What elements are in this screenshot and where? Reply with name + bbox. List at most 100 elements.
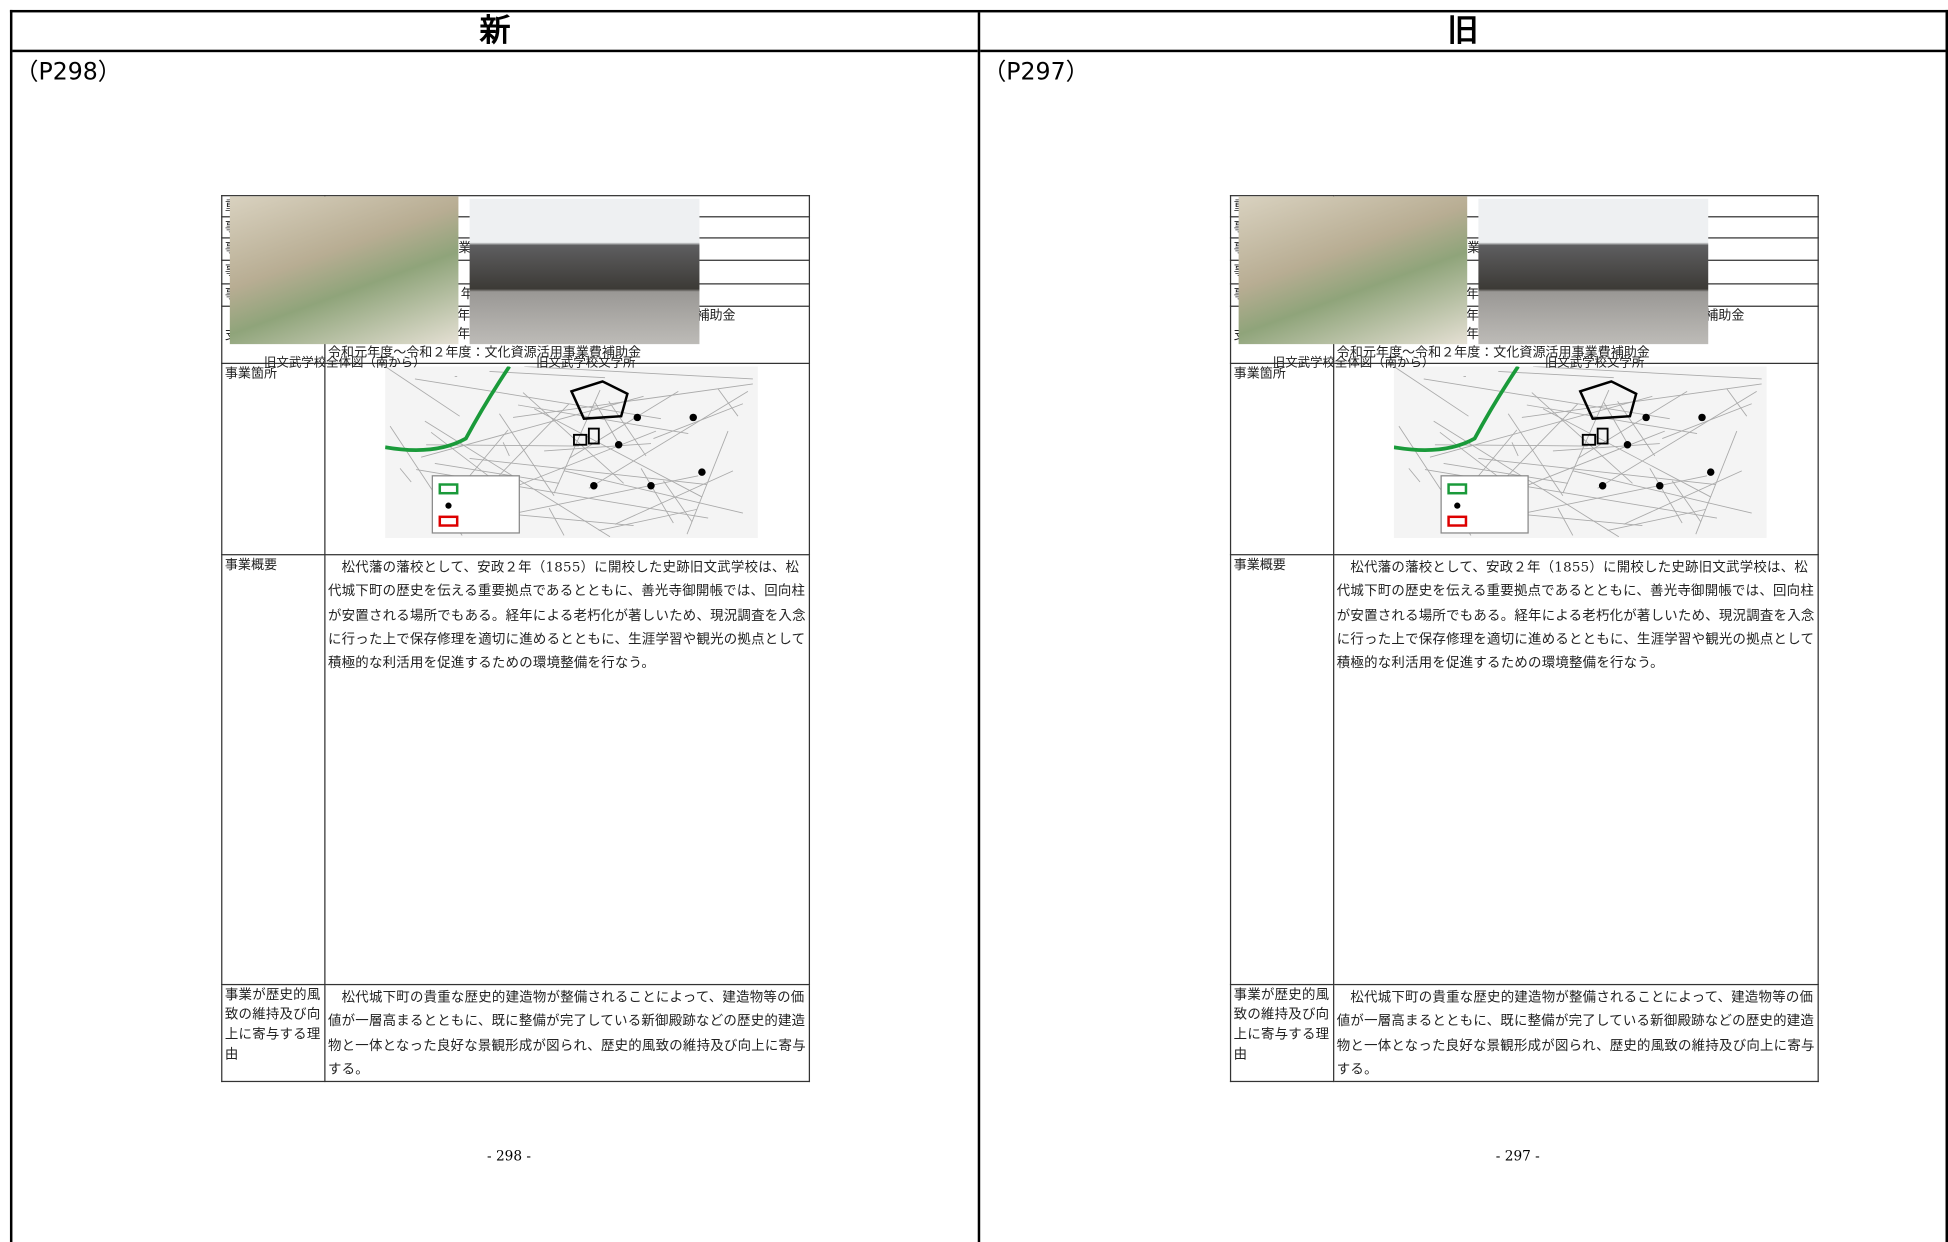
project-table: 重点区域名称松代・若穂川田地区事業番号MK7事業名旧文武学校保存整備事業事業主体…	[221, 195, 811, 1083]
map-street	[686, 430, 729, 535]
map-street	[1521, 383, 1762, 418]
map-street	[1511, 442, 1519, 457]
value-text: 松代城下町の貴重な歴史的建造物が整備されることによって、建造物等の価値が一層高ま…	[1336, 988, 1815, 1077]
row-label: 事業が歴史的風致の維持及び向上に寄与する理由	[221, 983, 326, 1083]
row-label: 事業が歴史的風致の維持及び向上に寄与する理由	[1229, 983, 1335, 1083]
map-street	[385, 366, 460, 417]
site-marker	[1596, 427, 1609, 445]
map-street	[1533, 366, 1762, 380]
row-label: 事業箇所	[221, 362, 326, 556]
photo-caption: 旧文武学校全体図（南から）	[1272, 355, 1435, 370]
map-street	[421, 395, 644, 458]
map-street	[1603, 402, 1628, 444]
project-table: 重点区域名称松代・若穂川田地区事業番号MK7事業名旧文武学校保存整備事業事業主体…	[1229, 195, 1819, 1083]
map-street	[1597, 390, 1757, 489]
school-photo	[468, 198, 699, 344]
map-street	[568, 390, 679, 459]
map-street	[502, 442, 510, 457]
value-text: 松代藩の藩校として、安政２年（1855）に開校した史跡旧文武学校は、松代城下町の…	[327, 559, 806, 672]
map-street	[1526, 404, 1698, 435]
map-street	[1552, 443, 1660, 452]
map-boundary	[385, 366, 511, 452]
row-label: 事業概要	[1229, 554, 1335, 986]
location-map	[1393, 366, 1767, 538]
map-street	[598, 508, 698, 531]
map-street	[489, 371, 606, 379]
map-street	[544, 443, 652, 452]
map-street	[414, 378, 661, 420]
map-dot	[647, 482, 655, 490]
map-street	[1507, 413, 1564, 496]
site-marker	[1581, 433, 1597, 446]
map-dot	[1598, 482, 1607, 490]
map-street	[469, 457, 707, 485]
map-dot	[689, 413, 697, 422]
map-street	[608, 401, 647, 457]
map-dot	[698, 468, 706, 476]
legend-dot	[1454, 502, 1461, 509]
map-street	[653, 403, 744, 439]
map-street	[548, 507, 565, 536]
row-value: 松代藩の藩校として、安政２年（1855）に開校した史跡旧文武学校は、松代城下町の…	[229, 195, 811, 986]
castle-outline	[1578, 380, 1638, 420]
legend-red	[1447, 515, 1468, 527]
map-street	[1408, 468, 1421, 483]
map-street	[1695, 430, 1738, 535]
row-value: 松代城下町の貴重な歴史的建造物が整備されることによって、建造物等の価値が一層高ま…	[1333, 983, 1819, 1083]
map-street	[1617, 401, 1656, 457]
castle-outline	[569, 380, 629, 420]
table-row: 事業箇所	[1229, 362, 1819, 556]
value-text: 松代藩の藩校として、安政２年（1855）に開校した史跡旧文武学校は、松代城下町の…	[1336, 559, 1815, 672]
map-street	[1429, 395, 1653, 458]
map-street	[434, 462, 560, 484]
page-number: - 298 -	[487, 1147, 532, 1165]
photo-caption: 旧文武学校文学所	[536, 355, 636, 370]
map-street	[1607, 508, 1706, 531]
school-illustration	[1238, 195, 1467, 344]
map-street	[594, 402, 620, 444]
row-value	[324, 362, 811, 556]
map-street	[1623, 470, 1742, 525]
map-street	[513, 383, 753, 418]
page-ref: （P298）	[14, 58, 122, 86]
map-street	[499, 413, 555, 496]
site-marker	[573, 433, 588, 446]
legend-red	[438, 515, 459, 527]
table-row: 事業概要 松代藩の藩校として、安政２年（1855）に開校した史跡旧文武学校は、松…	[1229, 195, 1819, 986]
page-number: - 297 -	[1495, 1147, 1540, 1165]
map-street	[1726, 388, 1748, 417]
row-label: 事業概要	[221, 554, 326, 986]
map-street	[553, 389, 601, 494]
map-street	[1562, 389, 1610, 494]
school-illustration	[229, 195, 458, 344]
value-line: 令和元年度～令和２年度：文化資源活用事業費補助金	[327, 345, 642, 361]
column: 新 （P298） 重点区域名称松代・若穂川田地区事業番号MK7事業名旧文武学校保存整…	[12, 12, 981, 1242]
map-street	[614, 470, 734, 525]
table-row: 事業が歴史的風致の維持及び向上に寄与する理由 松代城下町の貴重な歴史的建造物が整…	[1229, 983, 1819, 1083]
map-street	[1671, 480, 1702, 523]
row-value	[1333, 362, 1819, 556]
table-row: 事業箇所	[221, 362, 811, 556]
photo-caption: 旧文武学校全体図（南から）	[263, 355, 426, 370]
map-dot	[633, 413, 642, 422]
map-boundary	[1393, 366, 1520, 452]
map-dot	[1623, 441, 1632, 449]
map-street	[1557, 507, 1574, 536]
map-street	[1498, 371, 1614, 379]
row-value: 松代城下町の貴重な歴史的建造物が整備されることによって、建造物等の価値が一層高ま…	[324, 983, 811, 1083]
map-dot	[1698, 413, 1706, 422]
map-street	[1443, 462, 1568, 484]
comparison-frame: 新 （P298） 重点区域名称松代・若穂川田地区事業番号MK7事業名旧文武学校保存整…	[9, 9, 1948, 1242]
column-heading: 旧	[980, 12, 1946, 53]
map-street	[1572, 470, 1752, 514]
map-street	[1542, 408, 1711, 498]
column: 旧 （P297） 重点区域名称松代・若穂川田地区事業番号MK7事業名旧文武学校保存整…	[980, 12, 1946, 1242]
table-row: 事業が歴史的風致の維持及び向上に寄与する理由 松代城下町の貴重な歴史的建造物が整…	[221, 983, 811, 1083]
map-street	[517, 404, 689, 435]
table-row: 事業概要 松代藩の藩校として、安政２年（1855）に開校した史跡旧文武学校は、松…	[221, 195, 811, 986]
map-street	[563, 470, 744, 514]
column-heading: 新	[12, 12, 978, 53]
map-dot	[614, 441, 623, 449]
